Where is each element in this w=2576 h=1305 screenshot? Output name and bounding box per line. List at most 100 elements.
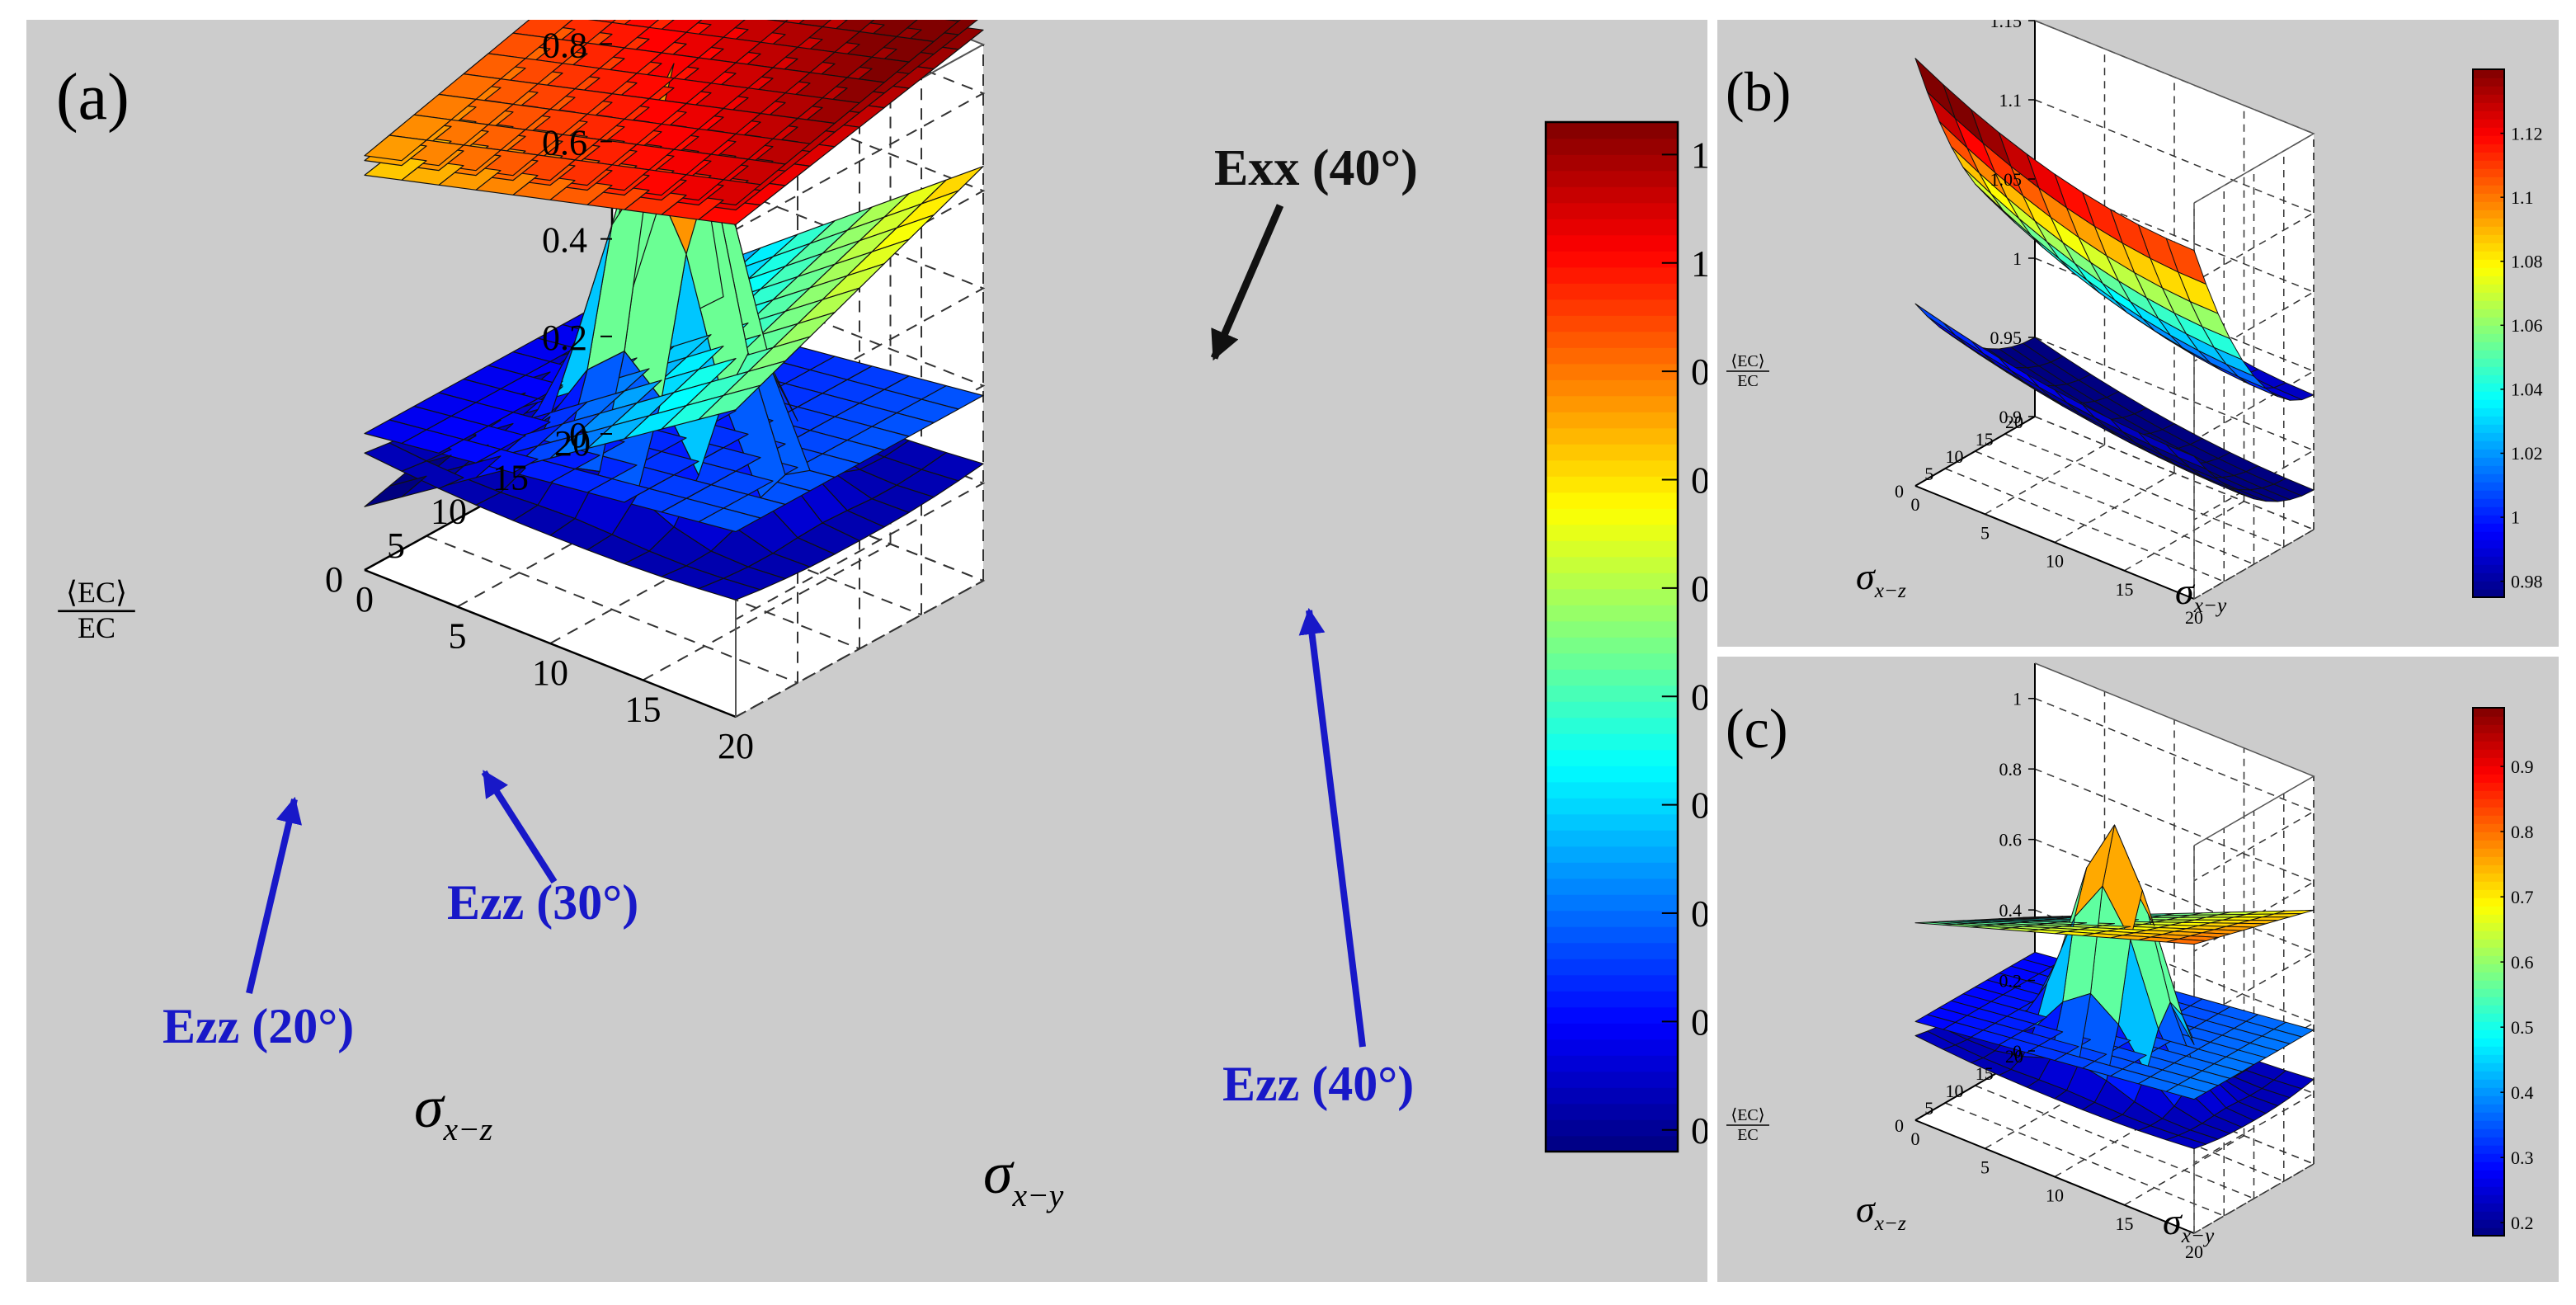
colorbar: 0.2 0.3 0.4 0.5 0.6 0.7 0.8 0.9	[2472, 707, 2534, 1237]
colorbar-swatch	[2473, 733, 2504, 742]
colorbar-swatch	[2473, 193, 2504, 202]
y-tick-label: 15	[1976, 429, 1994, 450]
x-axis-label: σx−y	[983, 1140, 1064, 1213]
surfaces	[1914, 824, 2315, 1149]
grid-line	[1985, 444, 2105, 515]
colorbar-swatch	[1546, 122, 1678, 139]
colorbar-swatch	[2473, 922, 2504, 931]
colorbar-swatch	[2473, 1054, 2504, 1063]
y-tick-label: 10	[1946, 446, 1964, 467]
colorbar-swatch	[2473, 210, 2504, 219]
colorbar-tick-label: 0.6	[2511, 952, 2534, 973]
colorbar-tick-label: 0.2	[2511, 1213, 2534, 1233]
colorbar-swatch	[2473, 152, 2504, 161]
colorbar-swatch	[1546, 1103, 1678, 1120]
annotation-ezz-30: Ezz (30°)	[447, 875, 638, 930]
colorbar-swatch	[2473, 276, 2504, 285]
x-tick-label: 10	[2046, 1185, 2064, 1206]
x-tick-label: 10	[532, 652, 568, 693]
colorbar-tick-label: 0.3	[2511, 1147, 2534, 1168]
colorbar-swatch	[2473, 416, 2504, 425]
colorbar-swatch	[2473, 358, 2504, 367]
colorbar-swatch	[2473, 473, 2504, 483]
z-tick-label: 0.2	[1999, 971, 2023, 992]
colorbar-swatch	[1546, 524, 1678, 541]
colorbar-swatch	[2473, 259, 2504, 268]
colorbar-swatch	[2473, 1194, 2504, 1204]
colorbar-tick-label: 0.5	[2511, 1017, 2534, 1038]
grid-line	[643, 543, 891, 681]
y-tick-label: 0	[325, 559, 343, 600]
surface-cell	[1914, 1030, 1956, 1050]
colorbar-swatch	[2473, 333, 2504, 342]
colorbar-swatch	[1546, 1087, 1678, 1105]
colorbar-swatch	[2473, 102, 2504, 111]
colorbar-tick-label: 1	[1691, 243, 1707, 285]
z-tick-label: 1.15	[1990, 20, 2023, 31]
colorbar-swatch	[2473, 399, 2504, 408]
y-tick-label: 15	[1976, 1063, 1994, 1084]
colorbar-swatch	[2473, 78, 2504, 87]
colorbar-swatch	[1546, 620, 1678, 638]
colorbar-swatch	[1546, 878, 1678, 895]
colorbar-swatch	[2473, 881, 2504, 890]
colorbar-swatch	[2473, 506, 2504, 516]
panel-b: 0 5 10 15 20 0 5 10 15 20 0.9 0.95 1 1.05 1.1 1.15 σx−y σ…	[1717, 20, 2559, 647]
grid-line	[611, 238, 986, 523]
colorbar-swatch	[1546, 813, 1678, 831]
arrow-exx-40	[1210, 204, 1284, 361]
colorbar-swatch	[2473, 465, 2504, 474]
colorbar-swatch	[2473, 177, 2504, 186]
grid-line	[1944, 1102, 2225, 1217]
colorbar-swatch	[1546, 588, 1678, 605]
annotation-exx-40: Exx (40°)	[1214, 140, 1418, 196]
z-tick-label: 0.2	[542, 318, 587, 358]
colorbar-swatch	[2473, 865, 2504, 874]
colorbar-swatch	[2473, 589, 2504, 598]
colorbar-swatch	[2473, 408, 2504, 417]
panel-b-chart: 05101520051015200.90.9511.051.11.15σx−yσ…	[1726, 20, 2543, 628]
z-axis-label: ⟨EC⟩ EC	[1726, 352, 1769, 390]
colorbar-swatch	[1546, 652, 1678, 670]
panel-a: 051015200510152000.20.40.60.81σx−yσx−z⟨E…	[26, 20, 1707, 1282]
colorbar-tick-label: 0.9	[1691, 351, 1707, 393]
colorbar-swatch	[2473, 963, 2504, 973]
colorbar-swatch	[2473, 766, 2504, 775]
colorbar-swatch	[1546, 1135, 1678, 1152]
panel-a-chart: 051015200510152000.20.40.60.81σx−yσx−z⟨E…	[56, 20, 1707, 1213]
colorbar-swatch	[1546, 347, 1678, 365]
z-tick-label: 0.4	[1999, 900, 2023, 921]
colorbar-swatch	[2473, 144, 2504, 153]
colorbar-tick-label: 1.1	[2511, 187, 2534, 208]
colorbar-swatch	[2473, 1203, 2504, 1212]
colorbar-swatch	[2473, 724, 2504, 733]
colorbar-swatch	[2473, 807, 2504, 816]
z-tick-label: 0.9	[1999, 407, 2023, 427]
surface-cell	[364, 419, 427, 445]
z-axis-label: ⟨EC⟩ EC	[1726, 1106, 1769, 1144]
colorbar-swatch	[2473, 782, 2504, 791]
x-tick-label: 20	[2185, 607, 2203, 628]
colorbar-swatch	[1546, 766, 1678, 783]
colorbar-swatch	[2473, 69, 2504, 78]
z-tick-label: 0.6	[1999, 830, 2023, 850]
colorbar-swatch	[2473, 1013, 2504, 1022]
surface-cell	[1914, 303, 1956, 336]
colorbar-swatch	[2473, 440, 2504, 450]
y-tick-label: 0	[1895, 481, 1904, 502]
surfaces	[1914, 58, 2315, 502]
colorbar-tick-label: 0.8	[1691, 459, 1707, 502]
x-tick-label: 0	[1911, 494, 1920, 515]
colorbar-swatch	[1546, 926, 1678, 944]
grid-line	[1975, 1085, 2254, 1199]
colorbar-swatch	[2473, 168, 2504, 177]
colorbar: 0.2 0.3 0.4 0.5 0.6 0.7 0.8 0.9 1 1.1	[1544, 120, 1707, 1153]
x-tick-label: 5	[1980, 1157, 1990, 1177]
colorbar-swatch	[1546, 540, 1678, 558]
grid-line	[2124, 1135, 2244, 1206]
colorbar-tick-label: 0.4	[1691, 893, 1707, 935]
x-tick-label: 0	[1911, 1128, 1920, 1149]
colorbar-swatch	[1546, 202, 1678, 219]
colorbar-swatch	[2473, 980, 2504, 989]
colorbar-swatch	[2473, 1186, 2504, 1195]
